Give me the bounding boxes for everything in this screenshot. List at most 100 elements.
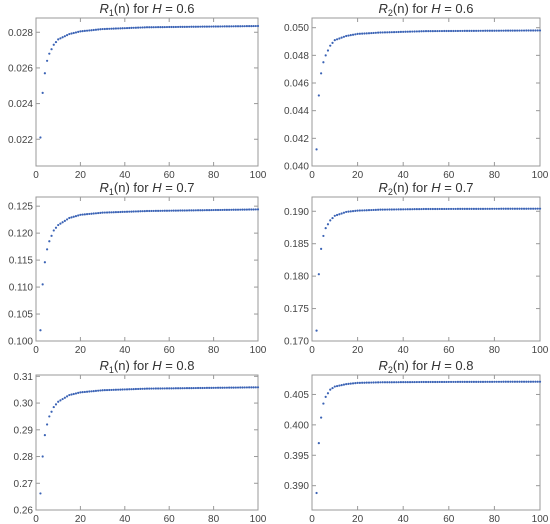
data-point — [484, 380, 487, 383]
data-point — [256, 386, 260, 389]
data-point — [250, 24, 253, 28]
data-point — [351, 210, 355, 213]
data-point — [132, 388, 135, 391]
data-point — [65, 218, 69, 221]
y-tick-label: 0.175 — [284, 304, 309, 315]
data-point — [39, 492, 42, 495]
data-point — [59, 37, 62, 40]
data-point — [94, 28, 98, 31]
data-point — [65, 395, 69, 398]
x-tick-label: 40 — [119, 514, 131, 524]
data-point — [402, 208, 405, 211]
data-point — [349, 210, 352, 213]
data-point — [422, 30, 425, 33]
data-point — [383, 31, 387, 34]
data-point — [333, 214, 336, 217]
data-point — [326, 223, 330, 226]
x-tick-label: 100 — [250, 345, 267, 356]
data-point — [317, 442, 320, 445]
data-point — [475, 29, 478, 32]
data-point — [57, 223, 60, 227]
data-point — [538, 380, 542, 383]
data-point — [192, 209, 195, 212]
y-tick-label: 0.395 — [284, 451, 309, 462]
data-point — [70, 32, 73, 35]
data-point — [381, 208, 384, 211]
x-tick-label: 60 — [164, 345, 176, 356]
data-point — [208, 209, 211, 212]
y-tick-label: 0.125 — [8, 202, 33, 213]
data-point — [463, 207, 466, 210]
data-point — [427, 380, 430, 384]
data-point — [234, 25, 237, 28]
data-point — [77, 30, 80, 34]
data-point — [139, 387, 142, 390]
data-point — [59, 399, 62, 402]
data-point — [516, 380, 519, 383]
data-point — [511, 380, 514, 383]
data-point — [440, 380, 444, 384]
data-point — [139, 26, 142, 29]
data-point — [125, 210, 129, 213]
data-point — [188, 25, 191, 28]
data-point — [148, 26, 151, 29]
x-tick-label: 100 — [532, 514, 549, 524]
data-point — [103, 27, 106, 31]
data-point — [411, 208, 414, 211]
data-point — [110, 388, 113, 392]
data-point — [493, 207, 496, 210]
panel-title: R1(n) for H = 0.6 — [100, 1, 195, 18]
data-point — [481, 29, 485, 32]
data-point — [365, 381, 368, 384]
x-tick-label: 20 — [75, 170, 87, 181]
data-point — [123, 27, 126, 30]
data-point — [361, 32, 364, 35]
data-point — [532, 29, 535, 32]
data-point — [351, 33, 355, 36]
data-point — [170, 387, 173, 390]
data-point — [335, 384, 339, 388]
data-point — [320, 247, 323, 250]
data-point — [248, 386, 251, 389]
data-point — [256, 24, 260, 28]
data-point — [527, 29, 530, 32]
data-point — [431, 207, 434, 211]
data-point — [315, 148, 318, 151]
data-point — [527, 380, 530, 383]
data-point — [105, 211, 109, 214]
data-point — [152, 26, 155, 29]
data-point — [190, 386, 193, 390]
data-point — [121, 388, 124, 391]
data-point — [399, 208, 403, 211]
data-point — [413, 380, 416, 384]
data-point — [239, 25, 242, 28]
data-point — [114, 27, 118, 30]
data-point — [536, 207, 539, 210]
data-point — [356, 381, 359, 385]
data-point — [221, 25, 224, 28]
y-tick-label: 0.100 — [8, 337, 33, 348]
data-point — [465, 207, 469, 210]
data-point — [536, 29, 539, 32]
chart-panel: R1(n) for H = 0.8 0 20 40 60 80 100 0.26 0.27 0.2… — [14, 358, 267, 524]
data-point — [488, 207, 491, 210]
data-point — [511, 207, 514, 210]
data-point — [121, 210, 124, 214]
title-part: R — [379, 180, 388, 195]
data-point — [342, 35, 346, 38]
data-point — [509, 207, 512, 210]
data-point — [88, 29, 91, 32]
data-point — [342, 211, 346, 214]
data-point — [415, 208, 418, 211]
data-point — [216, 208, 220, 212]
data-point — [315, 491, 318, 495]
x-tick-label: 60 — [164, 514, 176, 524]
data-point — [52, 43, 55, 46]
data-point — [199, 386, 202, 390]
title-part: = 0.6 — [162, 1, 195, 16]
data-point — [491, 380, 494, 383]
data-point — [152, 209, 155, 213]
data-point — [48, 415, 51, 418]
data-point — [468, 380, 471, 383]
y-tick-label: 0.27 — [14, 479, 34, 490]
